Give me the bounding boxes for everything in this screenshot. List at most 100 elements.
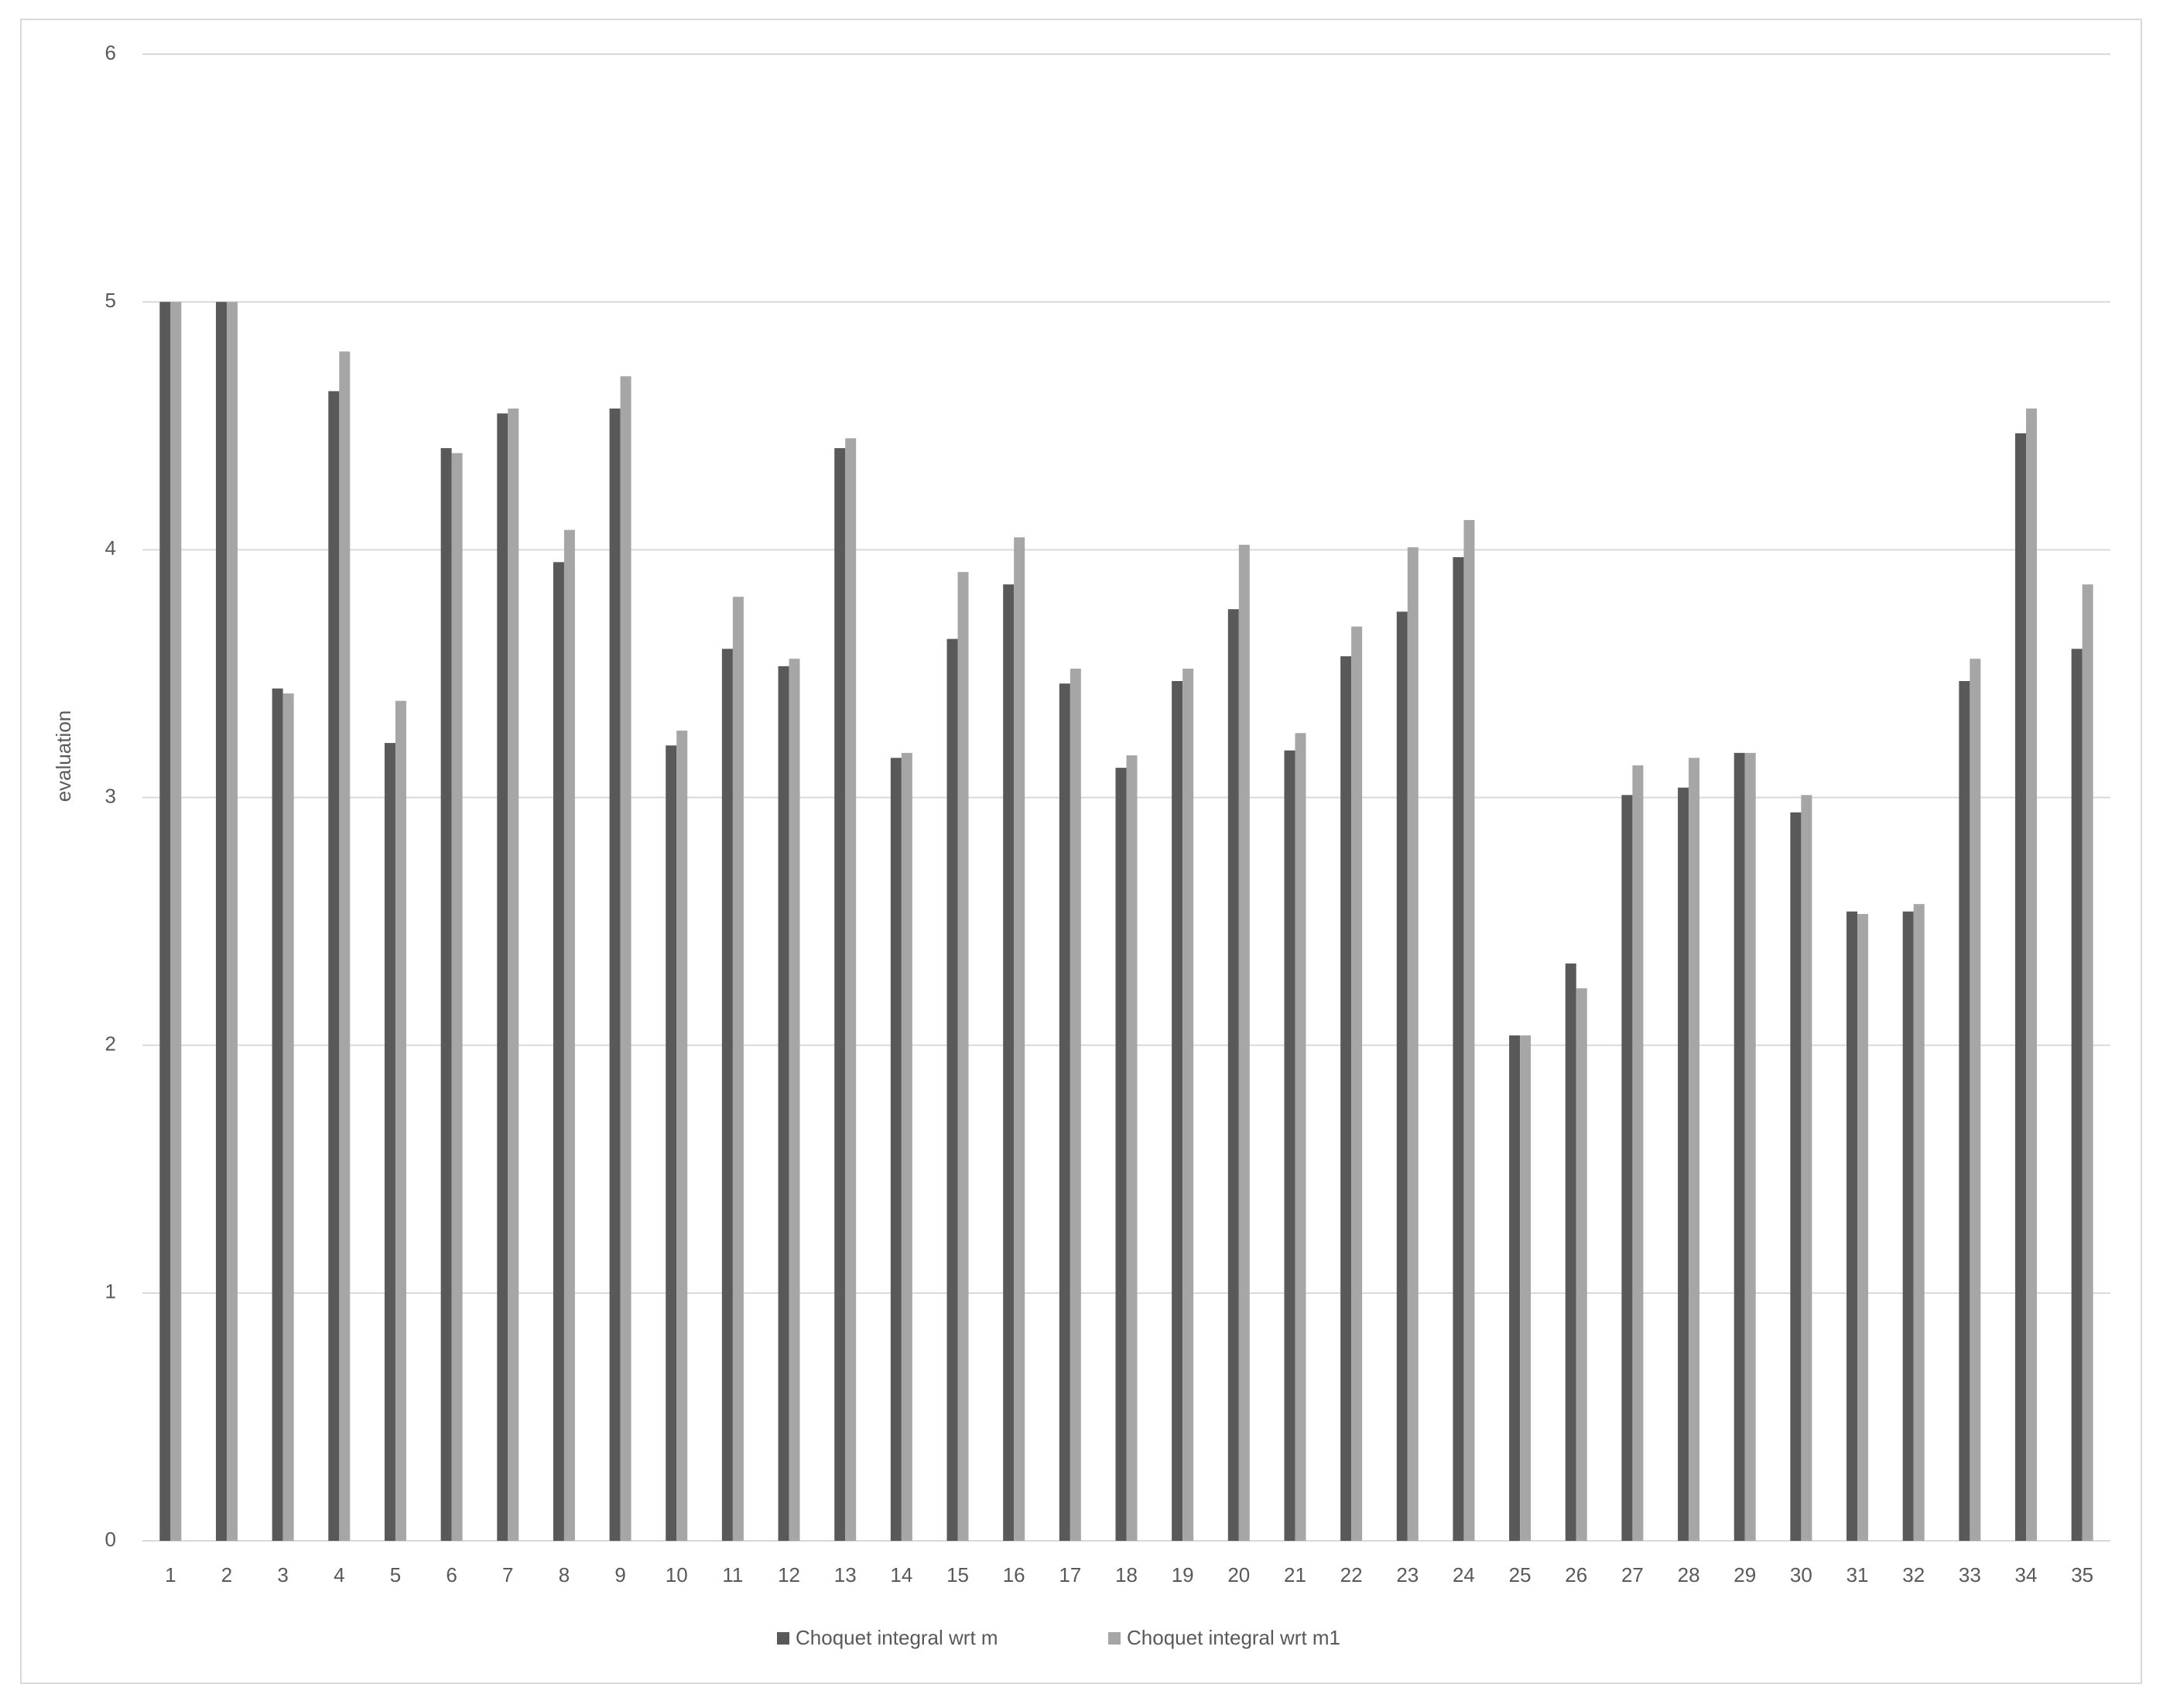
- bar: [282, 693, 294, 1541]
- bar: [666, 745, 677, 1541]
- bar: [1463, 519, 1475, 1541]
- x-tick-label: 28: [1678, 1563, 1700, 1586]
- x-tick-label: 3: [277, 1563, 288, 1586]
- y-tick-label: 0: [105, 1528, 116, 1551]
- bar: [1689, 758, 1700, 1541]
- bar: [1801, 795, 1812, 1541]
- x-tick-label: 25: [1509, 1563, 1532, 1586]
- bar: [1284, 750, 1295, 1541]
- y-tick-label: 1: [105, 1280, 116, 1303]
- bar: [1396, 611, 1408, 1541]
- bar: [1733, 752, 1745, 1541]
- bar: [1340, 656, 1352, 1541]
- bar: [1959, 681, 1970, 1541]
- x-tick-label: 31: [1846, 1563, 1869, 1586]
- bar: [620, 376, 631, 1541]
- x-tick-label: 9: [614, 1563, 625, 1586]
- x-tick-label: 17: [1059, 1563, 1081, 1586]
- bar: [451, 453, 463, 1542]
- x-tick-label: 12: [778, 1563, 800, 1586]
- bar: [1059, 683, 1070, 1541]
- bar: [2015, 433, 2027, 1541]
- x-tick-label: 11: [722, 1563, 743, 1586]
- x-tick-label: 18: [1115, 1563, 1138, 1586]
- bar: [890, 758, 902, 1541]
- bar: [1126, 755, 1138, 1541]
- x-tick-label: 21: [1284, 1563, 1306, 1586]
- x-tick-label: 22: [1340, 1563, 1363, 1586]
- bar: [170, 302, 182, 1542]
- y-tick-label: 6: [105, 41, 116, 64]
- bar: [1520, 1035, 1532, 1541]
- x-tick-label: 26: [1565, 1563, 1587, 1586]
- bar: [339, 351, 351, 1542]
- bar: [1632, 765, 1644, 1541]
- x-tick-label: 32: [1902, 1563, 1925, 1586]
- bar: [328, 391, 340, 1542]
- x-tick-label: 15: [946, 1563, 969, 1586]
- bar: [1857, 913, 1869, 1541]
- legend-label: Choquet integral wrt m1: [1127, 1626, 1340, 1649]
- bar: [721, 649, 733, 1541]
- bar: [1576, 988, 1587, 1541]
- chart-frame: [20, 19, 2142, 1684]
- bar: [1678, 787, 1689, 1541]
- bar: [272, 688, 283, 1541]
- bar: [1913, 904, 1925, 1541]
- x-tick-label: 6: [446, 1563, 457, 1586]
- bar: [1182, 669, 1194, 1541]
- bar: [2026, 408, 2038, 1541]
- bar: [563, 529, 575, 1541]
- legend-swatch: [777, 1632, 789, 1645]
- bar: [957, 572, 969, 1541]
- x-tick-label: 13: [834, 1563, 857, 1586]
- bar: [384, 743, 395, 1541]
- bar: [1238, 544, 1250, 1542]
- bar: [1846, 911, 1858, 1541]
- bar: [226, 302, 238, 1542]
- x-tick-label: 30: [1790, 1563, 1812, 1586]
- bar: [1970, 659, 1981, 1541]
- bar: [1902, 911, 1914, 1541]
- x-tick-label: 24: [1453, 1563, 1475, 1586]
- x-tick-label: 19: [1172, 1563, 1194, 1586]
- x-tick-label: 16: [1003, 1563, 1025, 1586]
- bar: [609, 408, 621, 1541]
- bar: [1070, 669, 1081, 1541]
- bar: [2082, 584, 2093, 1541]
- bar: [508, 408, 519, 1541]
- bar: [1509, 1035, 1521, 1541]
- x-tick-label: 33: [1959, 1563, 1981, 1586]
- bar: [1351, 626, 1363, 1542]
- y-tick-label: 2: [105, 1032, 116, 1056]
- bar: [1621, 795, 1633, 1541]
- bar: [159, 302, 171, 1542]
- bar: [676, 731, 688, 1542]
- x-tick-label: 5: [390, 1563, 401, 1586]
- x-tick-label: 29: [1733, 1563, 1756, 1586]
- bar: [440, 448, 452, 1542]
- bar: [834, 448, 846, 1542]
- y-axis-label: evaluation: [52, 710, 75, 803]
- x-tick-label: 1: [165, 1563, 176, 1586]
- bar: [1790, 812, 1802, 1541]
- y-tick-label: 3: [105, 784, 116, 807]
- x-tick-label: 23: [1396, 1563, 1419, 1586]
- bar: [732, 597, 744, 1541]
- x-tick-label: 7: [502, 1563, 513, 1586]
- bar: [789, 659, 800, 1541]
- x-tick-label: 2: [221, 1563, 232, 1586]
- bar: [946, 638, 958, 1542]
- x-tick-label: 34: [2015, 1563, 2038, 1586]
- x-tick-label: 10: [666, 1563, 688, 1586]
- x-tick-label: 27: [1621, 1563, 1644, 1586]
- bar: [395, 700, 406, 1541]
- bar: [1295, 733, 1306, 1542]
- y-tick-label: 5: [105, 289, 116, 312]
- bar: [1744, 752, 1756, 1541]
- bar: [1453, 556, 1464, 1541]
- x-tick-label: 8: [559, 1563, 570, 1586]
- bar: [1407, 547, 1419, 1542]
- y-tick-label: 4: [105, 536, 116, 560]
